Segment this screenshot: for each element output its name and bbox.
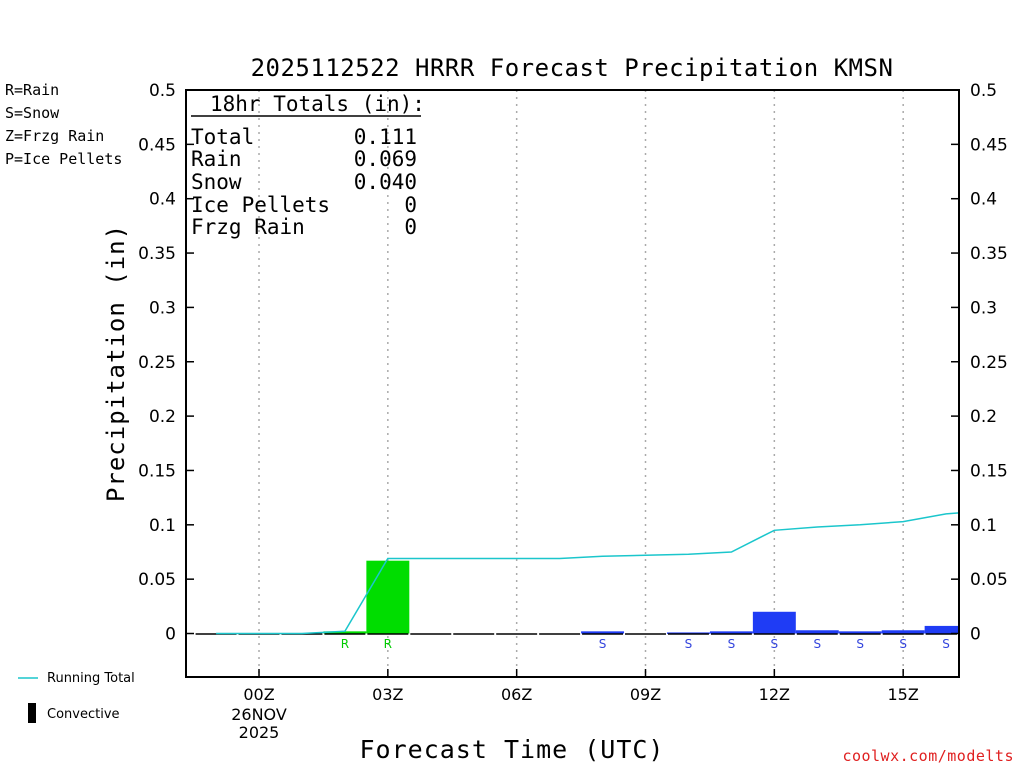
y-tick-label-right: 0.05 [970, 570, 1008, 590]
x-tick-label: 09Z [630, 685, 661, 704]
totals-value-ice-pellets: 0 [404, 193, 417, 217]
plot-frame [185, 89, 960, 678]
totals-label-total: Total [191, 125, 254, 149]
running-total-line-group [216, 512, 960, 635]
x-tick-label: 06Z [501, 685, 532, 704]
precip-type-label: S [856, 637, 864, 651]
precip-type-label: S [599, 637, 607, 651]
precip-bar [795, 630, 839, 634]
legend-rain: R=Rain [5, 81, 59, 99]
totals-value-rain: 0.069 [354, 147, 417, 171]
convective-legend-label: Convective [47, 707, 120, 722]
bottom-legend: Running Total Convective [18, 671, 135, 723]
y-tick-label-right: 0.3 [970, 298, 997, 318]
precip-type-label: S [728, 637, 736, 651]
x-axis-title: Forecast Time (UTC) [360, 735, 665, 764]
y-tick-label-right: 0.15 [970, 461, 1008, 481]
precip-bar [924, 625, 958, 634]
x-tick-sublabel: 2025 [239, 723, 280, 742]
running-total-legend-label: Running Total [47, 671, 135, 686]
y-tick-label-right: 0 [970, 625, 981, 645]
running-total-line [216, 512, 960, 635]
y-tick-label-right: 0.45 [970, 135, 1008, 155]
precip-bar [881, 630, 925, 634]
precip-bar [752, 611, 796, 634]
precip-bar [323, 631, 367, 634]
precip-type-label: S [813, 637, 821, 651]
y-tick-label-right: 0.5 [970, 81, 997, 101]
totals-label-frzg-rain: Frzg Rain [191, 215, 305, 239]
precip-type-label: S [899, 637, 907, 651]
y-tick-label-left: 0 [165, 625, 176, 645]
y-tick-label-left: 0.25 [138, 353, 176, 373]
precip-type-legend: R=Rain S=Snow Z=Frzg Rain P=Ice Pellets [5, 81, 122, 168]
precip-bar [366, 560, 410, 634]
precip-bar [709, 631, 753, 634]
y-tick-label-left: 0.35 [138, 244, 176, 264]
y-axis: 0 00.05 0.050.1 0.10.15 0.150.2 0.20.25 0.250.… [138, 81, 1008, 645]
bars [195, 560, 958, 635]
x-tick-label: 15Z [888, 685, 919, 704]
precip-bar [666, 632, 710, 634]
totals-box: 18hr Totals (in): Total 0.111 Rain 0.069… [191, 92, 425, 239]
totals-header: 18hr Totals (in): [210, 92, 425, 116]
x-tick-label: 12Z [759, 685, 790, 704]
y-tick-label-right: 0.35 [970, 244, 1008, 264]
legend-frzg-rain: Z=Frzg Rain [5, 127, 104, 145]
y-tick-label-left: 0.3 [149, 298, 176, 318]
y-tick-label-left: 0.05 [138, 570, 176, 590]
y-tick-label-right: 0.4 [970, 190, 997, 210]
y-tick-label-left: 0.45 [138, 135, 176, 155]
y-tick-label-right: 0.25 [970, 353, 1008, 373]
precip-type-label: S [942, 637, 950, 651]
totals-value-total: 0.111 [354, 125, 417, 149]
credit-text: coolwx.com/modelts [842, 747, 1014, 765]
precip-bar [838, 631, 882, 634]
totals-label-snow: Snow [191, 170, 242, 194]
y-axis-title: Precipitation (in) [102, 224, 130, 502]
legend-ice-pellets: P=Ice Pellets [5, 150, 122, 168]
x-tick-label: 00Z [243, 685, 274, 704]
y-tick-label-right: 0.2 [970, 407, 997, 427]
legend-snow: S=Snow [5, 104, 60, 122]
totals-value-snow: 0.040 [354, 170, 417, 194]
totals-label-rain: Rain [191, 147, 242, 171]
totals-value-frzg-rain: 0 [404, 215, 417, 239]
totals-label-ice-pellets: Ice Pellets [191, 193, 330, 217]
y-tick-label-right: 0.1 [970, 516, 997, 536]
precip-type-label: S [771, 637, 779, 651]
precip-bar [581, 631, 625, 634]
chart-title: 2025112522 HRRR Forecast Precipitation K… [251, 54, 894, 82]
x-tick-label: 03Z [372, 685, 403, 704]
y-tick-label-left: 0.5 [149, 81, 176, 101]
y-tick-label-left: 0.15 [138, 461, 176, 481]
precip-type-label: R [341, 637, 349, 651]
precip-type-label: R [384, 637, 392, 651]
y-tick-label-left: 0.1 [149, 516, 176, 536]
y-tick-label-left: 0.4 [149, 190, 176, 210]
convective-swatch [28, 703, 36, 723]
precip-type-label: S [685, 637, 693, 651]
x-tick-sublabel: 26NOV [231, 705, 287, 724]
y-tick-label-left: 0.2 [149, 407, 176, 427]
